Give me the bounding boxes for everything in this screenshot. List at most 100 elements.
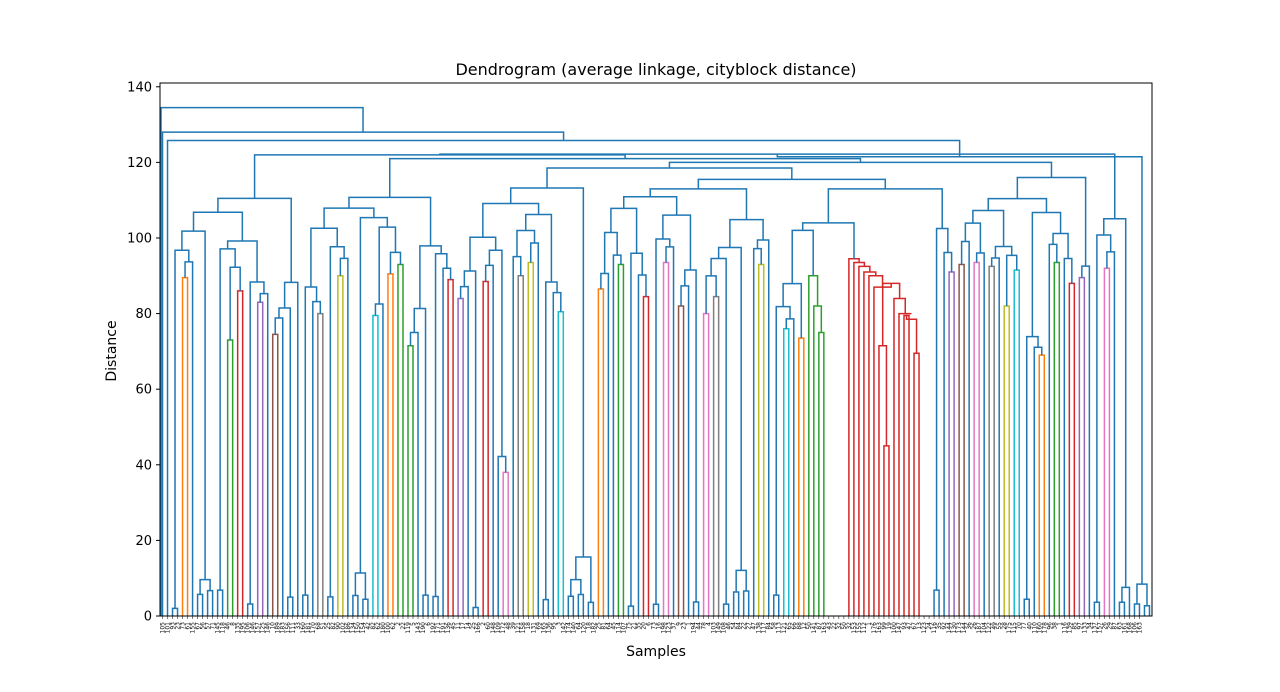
dendrogram-link — [160, 106, 364, 616]
leaf-label: 14 — [465, 622, 472, 630]
leaf-label: 48 — [505, 622, 512, 630]
y-tick-label: 0 — [144, 610, 152, 625]
leaf-label: 130 — [951, 622, 958, 634]
leaf-label: 18 — [585, 622, 592, 630]
leaf-label: 47 — [751, 622, 758, 630]
leaf-label: 170 — [310, 622, 317, 634]
plot-frame — [159, 82, 1153, 617]
leaf-label: 166 — [475, 622, 482, 634]
leaf-label: 60 — [485, 622, 492, 630]
leaf-label: 78 — [701, 622, 708, 630]
leaf-label: 171 — [435, 622, 442, 634]
dendrogram-links — [160, 106, 1151, 616]
leaf-label: 23 — [175, 622, 182, 630]
leaf-label: 2 — [480, 622, 487, 626]
leaf-label: 19 — [886, 622, 893, 630]
y-axis-ticks: 0 20 40 60 80 100 120 140 — [127, 80, 160, 625]
leaf-label: 112 — [861, 622, 868, 634]
leaf-label: 155 — [856, 622, 863, 634]
leaf-label: 110 — [1031, 622, 1038, 634]
leaf-label: 160 — [1036, 622, 1043, 634]
leaf-label: 173 — [956, 622, 963, 634]
leaf-label: 157 — [1096, 622, 1103, 634]
leaf-label: 34 — [1086, 622, 1093, 630]
leaf-label: 26 — [1101, 622, 1108, 630]
leaf-label: 125 — [260, 622, 267, 634]
leaf-label: 57 — [205, 622, 212, 630]
leaf-label: 1 — [686, 622, 693, 626]
leaf-label: 37 — [671, 622, 678, 630]
leaf-label: 157 — [255, 622, 262, 634]
leaf-label: 70 — [1016, 622, 1023, 630]
leaf-label: 84 — [766, 622, 773, 630]
leaf-label: 104 — [981, 622, 988, 634]
leaf-label: 131 — [530, 622, 537, 634]
leaf-label: 118 — [220, 622, 227, 634]
leaf-label: 61 — [185, 622, 192, 630]
leaf-label: 189 — [275, 622, 282, 634]
leaf-label: 22 — [831, 622, 838, 630]
leaf-label: 103 — [711, 622, 718, 634]
y-tick-label: 140 — [127, 80, 152, 95]
chart-title: Dendrogram (average linkage, cityblock d… — [455, 60, 856, 79]
leaf-label: 163 — [876, 622, 883, 634]
leaf-label: 54 — [731, 622, 738, 630]
leaf-label: 102 — [340, 622, 347, 634]
leaf-label: 1 — [1056, 622, 1063, 626]
leaf-label: 87 — [1111, 622, 1118, 630]
leaf-label: 123 — [921, 622, 928, 634]
leaf-label: 23 — [681, 622, 688, 630]
leaf-label: 25 — [470, 622, 477, 630]
leaf-label: 194 — [691, 622, 698, 634]
leaf-label: 161 — [1121, 622, 1128, 634]
y-tick-label: 80 — [135, 307, 152, 322]
leaf-label: 82 — [330, 622, 337, 630]
leaf-label: 101 — [165, 622, 172, 634]
y-tick-label: 40 — [135, 458, 152, 473]
leaf-label: 198 — [661, 622, 668, 634]
leaf-label: 75 — [625, 622, 632, 630]
leaf-label: 33 — [295, 622, 302, 630]
leaf-label: 106 — [245, 622, 252, 634]
leaf-label: 25 — [595, 622, 602, 630]
leaf-label: 116 — [1061, 622, 1068, 634]
leaf-label: 174 — [565, 622, 572, 634]
leaf-label: 142 — [560, 622, 567, 634]
leaf-label: 4 — [706, 622, 713, 626]
leaf-label: 119 — [405, 622, 412, 634]
leaf-label: 17 — [460, 622, 467, 630]
leaf-label: 26 — [971, 622, 978, 630]
leaf-label: 122 — [986, 622, 993, 634]
leaf-label: 73 — [180, 622, 187, 630]
leaf-label: 77 — [1021, 622, 1028, 630]
leaf-label: 146 — [265, 622, 272, 634]
leaf-label: 117 — [761, 622, 768, 634]
leaf-label: 16 — [656, 622, 663, 630]
y-tick-label: 100 — [127, 231, 152, 246]
leaf-label: 69 — [535, 622, 542, 630]
leaf-label: 62 — [390, 622, 397, 630]
leaf-label: 145 — [215, 622, 222, 634]
leaf-label: 172 — [500, 622, 507, 634]
leaf-label: 58 — [771, 622, 778, 630]
leaf-label: 149 — [716, 622, 723, 634]
leaf-label: 5 — [410, 622, 417, 626]
leaf-label: 182 — [590, 622, 597, 634]
leaf-label: 105 — [160, 622, 167, 634]
leaf-label: 148 — [490, 622, 497, 634]
y-tick-label: 20 — [135, 534, 152, 549]
leaf-label: 150 — [355, 622, 362, 634]
leaf-label: 20 — [640, 622, 647, 630]
leaf-label: 187 — [976, 622, 983, 634]
leaf-label: 43 — [826, 622, 833, 630]
leaf-label: 133 — [1081, 622, 1088, 634]
leaf-label: 27 — [746, 622, 753, 630]
dendrogram-link — [905, 315, 918, 354]
leaf-label: 9 — [676, 622, 683, 626]
leaf-label: 120 — [580, 622, 587, 634]
y-axis-label: Distance — [104, 320, 120, 381]
leaf-label: 38 — [1051, 622, 1058, 630]
leaf-label: 113 — [776, 622, 783, 634]
leaf-label: 32 — [836, 622, 843, 630]
leaf-label: 143 — [415, 622, 422, 634]
